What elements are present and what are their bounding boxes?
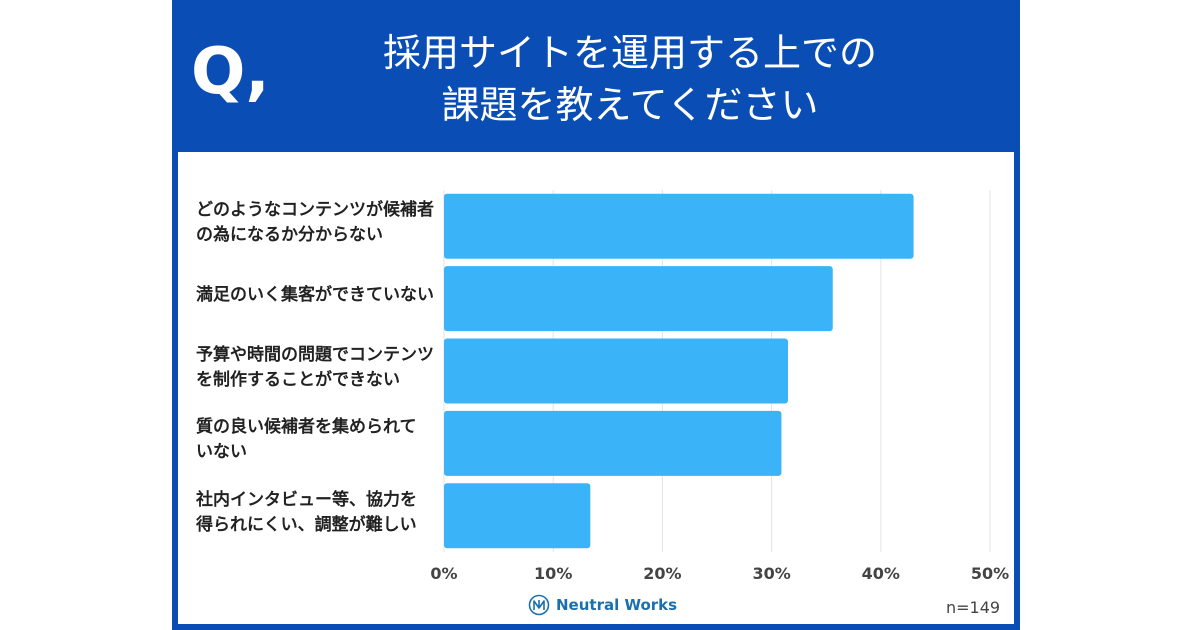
x-tick-label: 10% [534,564,572,583]
x-tick-label: 0% [430,564,457,583]
bar [444,266,833,332]
bar [444,338,788,404]
neutral-works-logo-icon [528,594,550,616]
x-tick-label: 50% [971,564,1009,583]
bar [444,193,914,259]
category-label: 質の良い候補者を集められて いない [196,417,417,463]
x-tick-label: 20% [643,564,681,583]
logo-text: Neutral Works [556,596,678,614]
x-tick-label: 30% [752,564,790,583]
category-label: 満足のいく集客ができていない [196,285,434,306]
category-label: 社内インタビュー等、協力を 得られにくい、調整が難しい [196,489,417,535]
q-mark: Q, [191,35,270,109]
category-label: 予算や時間の問題でコンテンツ を制作することができない [196,345,434,390]
question-title-line1: 採用サイトを運用する上での [382,31,877,75]
bar [444,410,782,476]
question-title-line2: 課題を教えてください [441,83,819,127]
sample-size: n=149 [946,598,1001,617]
category-label: どのようなコンテンツが候補者 の為になるか分からない [196,200,434,246]
x-tick-label: 40% [862,564,900,583]
logo: Neutral Works [528,594,677,616]
bar [444,483,591,549]
